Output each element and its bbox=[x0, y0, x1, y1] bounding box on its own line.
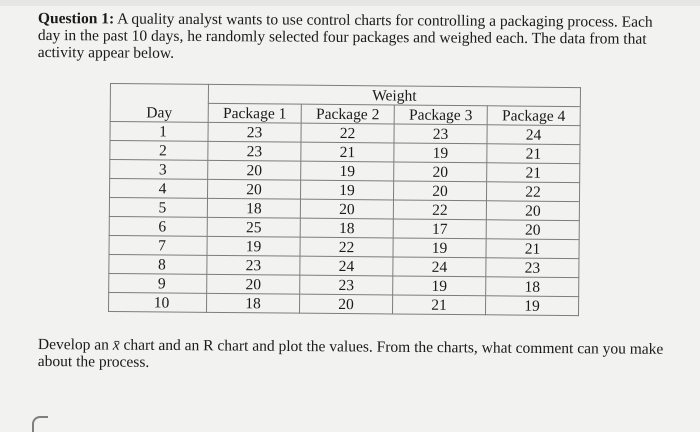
weight-cell: 23 bbox=[485, 257, 579, 278]
day-cell: 4 bbox=[109, 178, 208, 199]
question-label: Question 1: bbox=[37, 10, 115, 28]
day-cell: 9 bbox=[108, 273, 207, 294]
day-cell: 7 bbox=[109, 235, 208, 256]
table-group-header-row: Day Weight bbox=[110, 83, 581, 123]
question-paragraph: Question 1: A quality analyst wants to u… bbox=[38, 10, 678, 65]
weight-cell: 21 bbox=[300, 142, 394, 162]
weight-cell: 23 bbox=[206, 255, 300, 276]
weight-cell: 18 bbox=[207, 198, 301, 219]
weight-table-container: Day Weight Package 1 Package 2 Package 3… bbox=[108, 83, 581, 316]
weight-cell: 19 bbox=[393, 142, 487, 163]
weight-cell: 19 bbox=[485, 295, 579, 316]
weight-cell: 21 bbox=[485, 238, 580, 259]
weight-cell: 20 bbox=[486, 200, 580, 221]
weight-cell: 24 bbox=[392, 256, 486, 277]
weight-cell: 19 bbox=[300, 161, 394, 181]
weight-cell: 22 bbox=[393, 199, 487, 220]
package-2-header: Package 2 bbox=[301, 104, 395, 124]
weight-cell: 21 bbox=[486, 143, 580, 164]
weight-cell: 23 bbox=[299, 275, 393, 295]
weight-cell: 20 bbox=[486, 219, 580, 240]
instruction-text-end: chart and an R chart and plot the values… bbox=[37, 336, 664, 371]
weight-cell: 20 bbox=[393, 180, 487, 201]
weight-cell: 23 bbox=[207, 122, 302, 143]
weight-cell: 24 bbox=[486, 124, 581, 145]
weight-cell: 18 bbox=[300, 218, 394, 238]
weight-cell: 22 bbox=[300, 123, 395, 143]
weight-cell: 19 bbox=[206, 236, 301, 257]
weight-cell: 24 bbox=[299, 256, 393, 276]
weight-cell: 21 bbox=[392, 294, 486, 315]
day-cell: 10 bbox=[108, 292, 207, 313]
weight-cell: 20 bbox=[207, 179, 301, 200]
weight-cell: 22 bbox=[486, 181, 580, 202]
package-1-header: Package 1 bbox=[208, 103, 302, 124]
day-cell: 2 bbox=[109, 140, 208, 161]
top-strip bbox=[0, 0, 700, 6]
weight-cell: 22 bbox=[299, 237, 394, 257]
weight-cell: 20 bbox=[393, 161, 487, 182]
weight-cell: 20 bbox=[299, 294, 393, 314]
weight-table: Day Weight Package 1 Package 2 Package 3… bbox=[108, 83, 581, 316]
weight-cell: 21 bbox=[486, 162, 580, 183]
weight-cell: 20 bbox=[207, 160, 301, 181]
weight-cell: 18 bbox=[485, 276, 579, 297]
instruction-text-start: Develop an bbox=[37, 336, 113, 354]
instruction-paragraph: Develop an x̄ chart and an R chart and p… bbox=[38, 336, 668, 375]
weight-cell: 19 bbox=[392, 275, 486, 296]
day-column-header: Day bbox=[110, 83, 209, 123]
weight-cell: 25 bbox=[207, 217, 301, 238]
day-cell: 3 bbox=[109, 159, 208, 180]
question-text: A quality analyst wants to use control c… bbox=[37, 10, 653, 62]
weight-cell: 23 bbox=[207, 141, 301, 162]
package-3-header: Package 3 bbox=[394, 104, 488, 125]
weight-cell: 18 bbox=[206, 293, 300, 314]
cropped-next-question-glyph bbox=[32, 416, 48, 432]
day-cell: 8 bbox=[108, 254, 207, 275]
weight-cell: 17 bbox=[393, 218, 487, 239]
weight-cell: 20 bbox=[206, 274, 300, 295]
weight-cell: 20 bbox=[300, 199, 394, 219]
table-row: 10 18 20 21 19 bbox=[108, 292, 579, 316]
day-cell: 5 bbox=[109, 197, 208, 218]
weight-cell: 23 bbox=[393, 123, 488, 144]
package-4-header: Package 4 bbox=[487, 105, 581, 126]
day-cell: 1 bbox=[109, 121, 209, 142]
weight-cell: 19 bbox=[300, 180, 394, 200]
day-cell: 6 bbox=[109, 216, 208, 237]
weight-cell: 19 bbox=[392, 237, 487, 258]
